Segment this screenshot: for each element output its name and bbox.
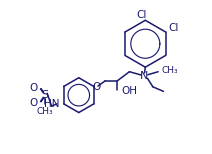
Text: CH₃: CH₃ (36, 107, 53, 116)
Text: O: O (30, 83, 38, 93)
Text: O: O (30, 98, 38, 108)
Text: CH₃: CH₃ (162, 67, 179, 75)
Text: O: O (92, 82, 100, 92)
Text: N: N (140, 71, 149, 81)
Text: OH: OH (121, 86, 137, 96)
Text: Cl: Cl (136, 10, 147, 20)
Text: Cl: Cl (168, 23, 178, 33)
Text: HN: HN (45, 99, 60, 109)
Text: S: S (41, 90, 48, 100)
